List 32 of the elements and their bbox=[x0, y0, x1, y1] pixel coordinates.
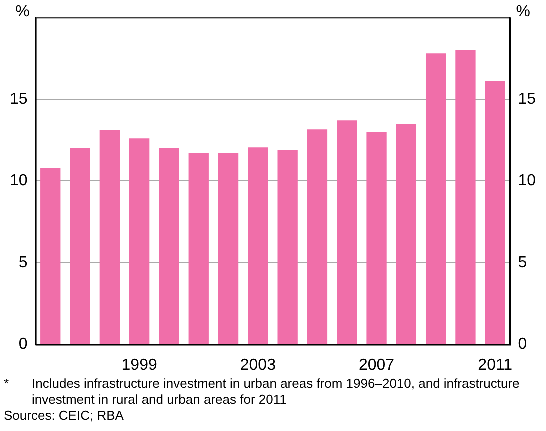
bar bbox=[100, 130, 120, 344]
bar bbox=[366, 132, 387, 344]
text: * Includes infrastructure investment in urban areas from 1996–2010, and infrastructure investment in rural and urban areas for 2011 bbox=[4, 376, 520, 407]
bar bbox=[337, 120, 358, 344]
bar bbox=[218, 153, 239, 344]
x-tick-label: 2003 bbox=[240, 356, 276, 374]
bar bbox=[485, 81, 506, 344]
y2-tick-label: 15 bbox=[518, 90, 536, 108]
bar bbox=[129, 138, 150, 344]
y2-tick-label: 10 bbox=[518, 172, 536, 190]
x-tick-label: 2007 bbox=[358, 356, 395, 374]
x-tick-label: 2011 bbox=[478, 356, 513, 374]
bar bbox=[248, 148, 268, 344]
bar bbox=[188, 153, 209, 344]
y-tick-label: 10 bbox=[10, 172, 28, 190]
y-tick-label: 15 bbox=[10, 90, 28, 108]
y2-tick-label: 0 bbox=[518, 336, 528, 354]
bar bbox=[70, 148, 90, 344]
y-axis-title: % bbox=[16, 3, 30, 20]
x-tick-label: 1999 bbox=[122, 356, 158, 374]
y2-axis-title: % bbox=[516, 3, 530, 20]
y-tick-label: 5 bbox=[18, 254, 28, 272]
bar bbox=[159, 148, 180, 344]
y2-tick-label: 5 bbox=[518, 254, 528, 272]
bar bbox=[456, 50, 476, 344]
bar bbox=[426, 54, 446, 344]
bar bbox=[307, 130, 328, 344]
bar bbox=[40, 168, 61, 344]
bar bbox=[278, 150, 298, 344]
y-tick-label: 0 bbox=[18, 336, 28, 354]
bar bbox=[396, 124, 417, 344]
source-note: Sources: CEIC; RBA bbox=[4, 408, 125, 424]
